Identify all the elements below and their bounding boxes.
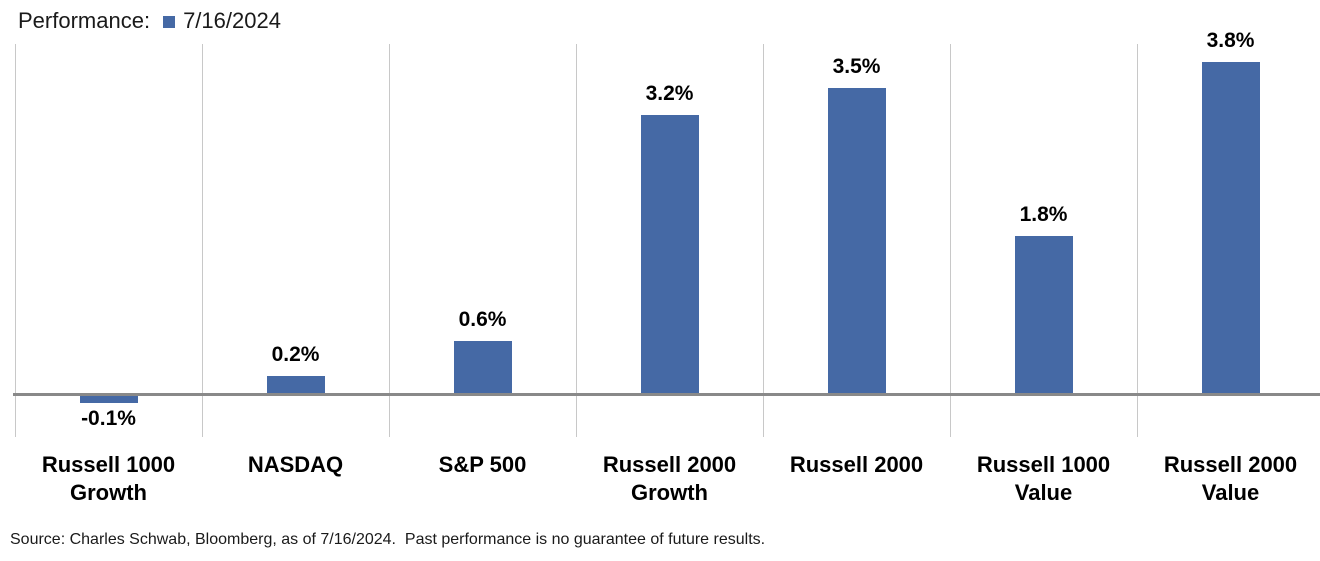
value-label-s-p-500: 0.6%: [458, 308, 507, 331]
gridline-russell-1000-value: [950, 44, 1137, 437]
category-label-russell-1000-value: Russell 1000 Value: [976, 452, 1111, 505]
source-note: Source: Charles Schwab, Bloomberg, as of…: [10, 531, 766, 548]
chart-title: Performance:: [18, 8, 151, 33]
value-label-russell-1000-value: 1.8%: [1019, 203, 1068, 226]
gridline-russell-2000-value: [1137, 44, 1320, 437]
value-label-russell-2000-value: 3.8%: [1206, 29, 1255, 52]
bar-nasdaq: [267, 376, 325, 393]
value-label-russell-1000-growth: -0.1%: [81, 407, 136, 430]
value-label-russell-2000: 3.5%: [832, 55, 881, 78]
category-label-russell-2000: Russell 2000: [789, 452, 924, 477]
bar-russell-1000-growth: [80, 394, 138, 403]
legend-swatch-icon: [163, 16, 176, 28]
value-label-nasdaq: 0.2%: [271, 343, 320, 366]
category-label-nasdaq: NASDAQ: [247, 452, 344, 477]
category-label-russell-2000-value: Russell 2000 Value: [1163, 452, 1298, 505]
category-label-russell-2000-growth: Russell 2000 Growth: [602, 452, 737, 505]
legend-label: 7/16/2024: [183, 8, 281, 33]
gridline-s-p-500: [389, 44, 576, 437]
bar-russell-2000-value: [1202, 62, 1260, 393]
chart-header: Performance: 7/16/2024: [18, 7, 281, 35]
x-axis-line: [13, 393, 1320, 396]
bar-s-p-500: [454, 341, 512, 393]
bar-russell-2000: [828, 88, 886, 393]
gridline-russell-2000: [763, 44, 950, 437]
bar-russell-1000-value: [1015, 236, 1073, 393]
gridline-russell-1000-growth: [15, 44, 202, 437]
value-label-russell-2000-growth: 3.2%: [645, 82, 694, 105]
category-label-russell-1000-growth: Russell 1000 Growth: [41, 452, 176, 505]
gridline-nasdaq: [202, 44, 389, 437]
category-label-s-p-500: S&P 500: [438, 452, 527, 477]
bar-russell-2000-growth: [641, 115, 699, 393]
gridline-russell-2000-growth: [576, 44, 763, 437]
legend: 7/16/2024: [150, 7, 281, 35]
